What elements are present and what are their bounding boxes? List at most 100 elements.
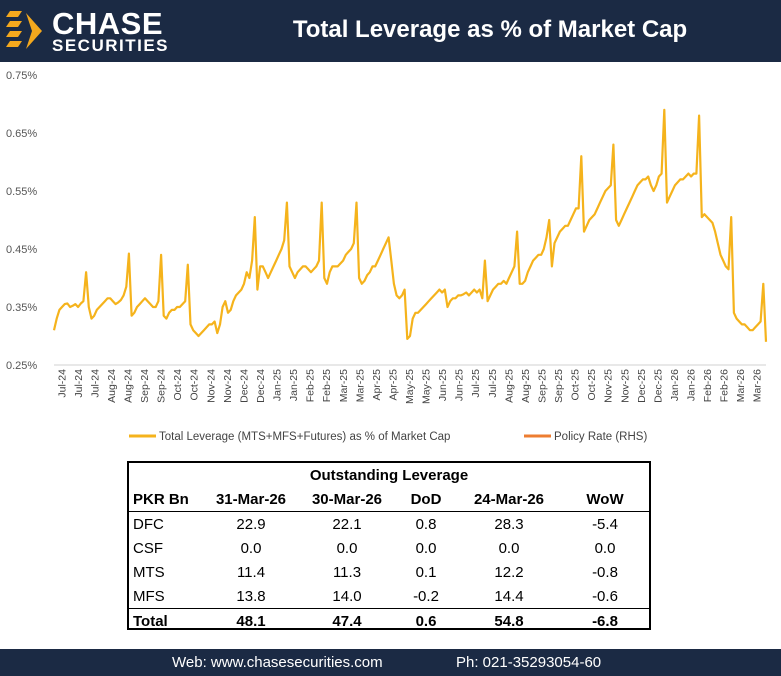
table-title: Outstanding Leverage: [309, 467, 469, 484]
x-tick-label: Oct-24: [172, 369, 184, 401]
x-tick-label: May-25: [404, 369, 416, 404]
table-cell: 11.3: [332, 563, 362, 581]
outstanding-leverage-table: Outstanding Leverage PKR Bn 31-Mar-26 30…: [127, 461, 651, 633]
table-cell: MTS: [133, 563, 165, 581]
x-tick-label: Dec-25: [636, 369, 648, 403]
table-cell: 0.0: [415, 539, 437, 557]
x-tick-label: Mar-25: [354, 369, 366, 402]
x-tick-label: Oct-25: [586, 369, 598, 401]
y-tick-label: 0.75%: [6, 70, 37, 82]
table-cell: 22.1: [332, 515, 362, 533]
table-total-cell: Total: [129, 608, 203, 633]
table-cell: 0.0: [336, 539, 358, 557]
table-total-cell: 54.8: [457, 608, 561, 633]
table-row: DFC 22.9 22.1 0.8 28.3 -5.4: [129, 512, 649, 537]
logo-wordmark: CHASE: [52, 6, 164, 41]
x-tick-label: May-25: [421, 369, 433, 404]
table-header-cell: PKR Bn: [129, 487, 203, 512]
legend-label-policy-rate: Policy Rate (RHS): [554, 431, 647, 443]
leverage-chart: 0.25% 0.35% 0.45% 0.55% 0.65% 0.75% Jul-24 Jul-…: [6, 70, 768, 443]
table-cell: 0.8: [415, 515, 437, 533]
x-tick-label: Jul-24: [73, 369, 85, 398]
table-cell: 0.0: [498, 539, 520, 557]
table-header-cell: WoW: [561, 487, 649, 512]
logo-subtitle: SECURITIES: [52, 36, 170, 55]
x-tick-label: Feb-26: [702, 369, 714, 402]
x-tick-label: Jan-26: [669, 369, 681, 401]
x-tick-label: Aug-25: [503, 369, 515, 403]
page-title: Total Leverage as % of Market Cap: [292, 16, 688, 43]
x-tick-label: Jun-25: [437, 369, 449, 401]
x-tick-label: Jan-26: [685, 369, 697, 401]
table-row: MTS 11.4 11.3 0.1 12.2 -0.8: [129, 560, 649, 584]
table-cell: -0.6: [592, 587, 618, 605]
leverage-table: PKR Bn 31-Mar-26 30-Mar-26 DoD 24-Mar-26…: [129, 487, 649, 633]
y-tick-label: 0.65%: [6, 128, 37, 140]
x-tick-label: Feb-26: [719, 369, 731, 402]
x-tick-label: Feb-25: [321, 369, 333, 402]
table-row: MFS 13.8 14.0 -0.2 14.4 -0.6: [129, 584, 649, 609]
leverage-series-line: [52, 108, 768, 342]
legend-label-leverage: Total Leverage (MTS+MFS+Futures) as % of…: [159, 431, 450, 443]
x-tick-label: Sep-25: [553, 369, 565, 403]
x-tick-label: Dec-25: [652, 369, 664, 403]
x-tick-label: Jan-25: [272, 369, 284, 401]
x-tick-label: Nov-24: [205, 369, 217, 403]
table-total-row: Total 48.1 47.4 0.6 54.8 -6.8: [129, 608, 649, 633]
x-tick-label: Nov-25: [603, 369, 615, 403]
x-tick-label: Aug-25: [520, 369, 532, 403]
x-tick-label: Jan-25: [288, 369, 300, 401]
company-logo: CHASE SECURITIES: [6, 6, 194, 56]
table-cell: 14.0: [332, 587, 362, 605]
table-total-cell: 47.4: [299, 608, 395, 633]
table-total-cell: 0.6: [395, 608, 457, 633]
x-tick-label: Feb-25: [305, 369, 317, 402]
table-cell: CSF: [133, 539, 163, 557]
x-tick-label: Mar-26: [735, 369, 747, 402]
x-tick-label: Mar-26: [752, 369, 764, 402]
x-tick-label: Aug-24: [106, 369, 118, 403]
y-tick-label: 0.45%: [6, 244, 37, 256]
table-cell: -0.8: [592, 563, 618, 581]
x-tick-label: Jul-25: [487, 369, 499, 398]
x-tick-label: Oct-24: [189, 369, 201, 401]
footer-website: Web: www.chasesecurities.com: [172, 654, 383, 671]
x-tick-label: Aug-24: [123, 369, 135, 403]
x-tick-label: Dec-24: [255, 369, 267, 403]
x-tick-label: Dec-24: [238, 369, 250, 403]
y-tick-label: 0.25%: [6, 360, 37, 372]
table-cell: DFC: [133, 515, 164, 533]
table-cell: 28.3: [494, 515, 524, 533]
x-tick-label: Jul-24: [56, 369, 68, 398]
table-cell: -0.2: [413, 587, 439, 605]
table-cell: 0.0: [594, 539, 616, 557]
x-tick-label: Nov-25: [619, 369, 631, 403]
table-cell: 12.2: [494, 563, 524, 581]
table-cell: 14.4: [494, 587, 524, 605]
x-tick-label: Jul-24: [89, 369, 101, 398]
x-tick-label: Sep-24: [139, 369, 151, 403]
table-header-cell: DoD: [395, 487, 457, 512]
y-tick-label: 0.35%: [6, 302, 37, 314]
table-total-cell: -6.8: [561, 608, 649, 633]
x-tick-label: Oct-25: [570, 369, 582, 401]
table-cell: 22.9: [236, 515, 266, 533]
x-tick-label: Jul-25: [470, 369, 482, 398]
x-tick-label: Apr-25: [387, 369, 399, 401]
logo-chevron-icon: [6, 11, 42, 49]
table-row: CSF 0.0 0.0 0.0 0.0 0.0: [129, 536, 649, 560]
y-tick-label: 0.55%: [6, 186, 37, 198]
footer-bar: Web: www.chasesecurities.com Ph: 021-352…: [0, 649, 781, 676]
table-cell: 0.1: [415, 563, 437, 581]
table-header-cell: 31-Mar-26: [203, 487, 299, 512]
table-cell: -5.4: [592, 515, 618, 533]
table-cell: MFS: [133, 587, 165, 605]
x-tick-label: Sep-24: [156, 369, 168, 403]
x-tick-label: Jun-25: [454, 369, 466, 401]
x-tick-label: Mar-25: [338, 369, 350, 402]
table-cell: 0.0: [240, 539, 262, 557]
footer-phone: Ph: 021-35293054-60: [456, 654, 602, 671]
table-header-cell: 30-Mar-26: [299, 487, 395, 512]
table-header-row: PKR Bn 31-Mar-26 30-Mar-26 DoD 24-Mar-26…: [129, 487, 649, 512]
header-bar: CHASE SECURITIES Total Leverage as % of …: [0, 0, 781, 62]
